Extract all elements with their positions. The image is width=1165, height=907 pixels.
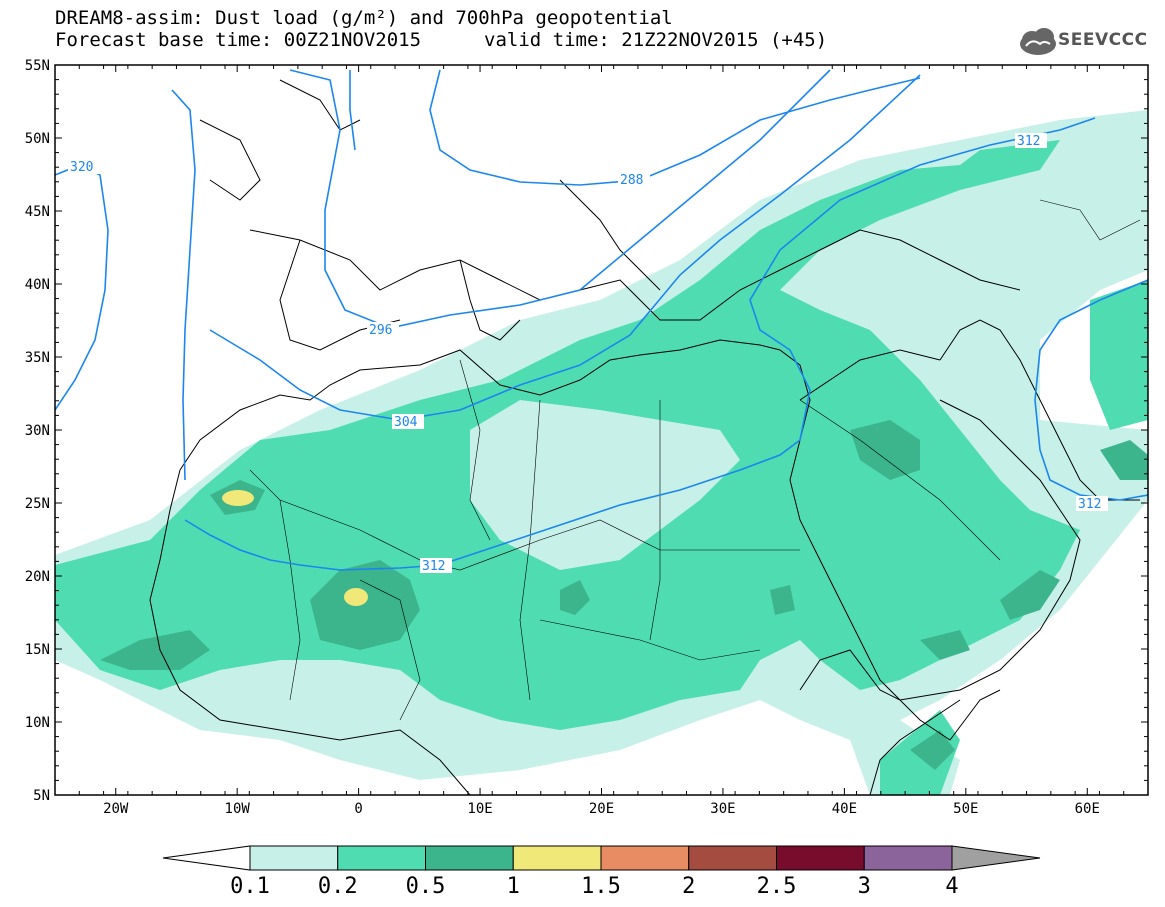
colorbar-swatch (863, 845, 953, 871)
lat-label: 25N (25, 496, 50, 512)
lat-labels: 55N 50N 45N 40N 35N 30N 25N 20N 15N 10N 5N (25, 58, 50, 804)
colorbar-swatch (688, 845, 777, 871)
contour-label: 312 (1017, 134, 1040, 149)
forecast-base-time: Forecast base time: 00Z21NOV2015 (55, 29, 422, 51)
lat-label: 35N (25, 350, 50, 366)
contour-312-a (184, 117, 1096, 571)
lat-label: 20N (25, 569, 50, 585)
lon-label: 10W (225, 801, 251, 817)
contour-label: 312 (422, 559, 445, 574)
dust-area-high-2 (344, 588, 368, 606)
colorbar-over-triangle (951, 845, 1041, 871)
lat-label: 15N (25, 642, 50, 658)
contour-label: 296 (369, 323, 392, 338)
colorbar-level-label: 3 (858, 874, 871, 899)
lon-label: 0 (354, 801, 362, 817)
colorbar-swatch (337, 845, 426, 871)
colorbar-swatch (512, 845, 602, 871)
dust-area-high-1 (222, 490, 254, 506)
colorbar-under-triangle (162, 845, 251, 871)
contour-label: 312 (1078, 497, 1101, 512)
colorbar-swatch (776, 845, 865, 871)
lon-label: 20W (103, 801, 129, 817)
contour-west (171, 89, 196, 481)
contour-label: 304 (394, 415, 418, 430)
contour-north (349, 70, 356, 151)
contour-288 (429, 69, 921, 186)
colorbar: 0.1 0.2 0.5 1 1.5 2 2.5 3 4 (162, 845, 1041, 899)
lon-label: 20E (589, 801, 614, 817)
colorbar-swatch (600, 845, 690, 871)
colorbar-level-label: 2.5 (757, 874, 797, 899)
contour-label: 288 (620, 173, 643, 188)
lat-label: 5N (33, 788, 50, 804)
dust-field: 320 296 304 312 288 312 312 (55, 69, 1148, 795)
logo-text: SEEVCCC (1058, 30, 1148, 50)
lat-label: 55N (25, 58, 50, 74)
colorbar-level-label: 0.1 (230, 874, 270, 899)
lat-label: 40N (25, 277, 50, 293)
chart-title: DREAM8-assim: Dust load (g/m²) and 700hP… (55, 7, 673, 29)
lon-label: 50E (953, 801, 978, 817)
lat-label: 45N (25, 204, 50, 220)
lon-label: 10E (467, 801, 492, 817)
lon-label: 40E (832, 801, 857, 817)
colorbar-level-label: 1.5 (581, 874, 621, 899)
valid-time: valid time: 21Z22NOV2015 (+45) (484, 29, 828, 51)
coastlines (149, 79, 1140, 795)
borders (249, 199, 1141, 721)
colorbar-level-label: 0.2 (318, 874, 358, 899)
contour-320 (55, 164, 109, 411)
colorbar-swatch (249, 845, 339, 871)
lat-label: 50N (25, 131, 50, 147)
lat-label: 30N (25, 423, 50, 439)
dust-hole-light (470, 400, 740, 570)
colorbar-swatch (425, 845, 514, 871)
lon-label: 30E (710, 801, 735, 817)
lat-label: 10N (25, 715, 50, 731)
colorbar-level-label: 2 (682, 874, 695, 899)
colorbar-level-label: 4 (945, 874, 958, 899)
contour-label: 320 (70, 160, 93, 175)
lon-label: 60E (1075, 801, 1100, 817)
contour-296 (289, 69, 831, 329)
contour-304 (209, 74, 921, 421)
cloud-logo-icon (1020, 28, 1056, 55)
colorbar-level-label: 0.5 (406, 874, 446, 899)
lon-labels: 20W 10W 0 10E 20E 30E 40E 50E 60E (103, 801, 1100, 817)
contour-labels: 320 296 304 312 288 312 312 (68, 133, 1108, 574)
colorbar-level-label: 1 (507, 874, 520, 899)
axis-ticks (54, 64, 1149, 796)
